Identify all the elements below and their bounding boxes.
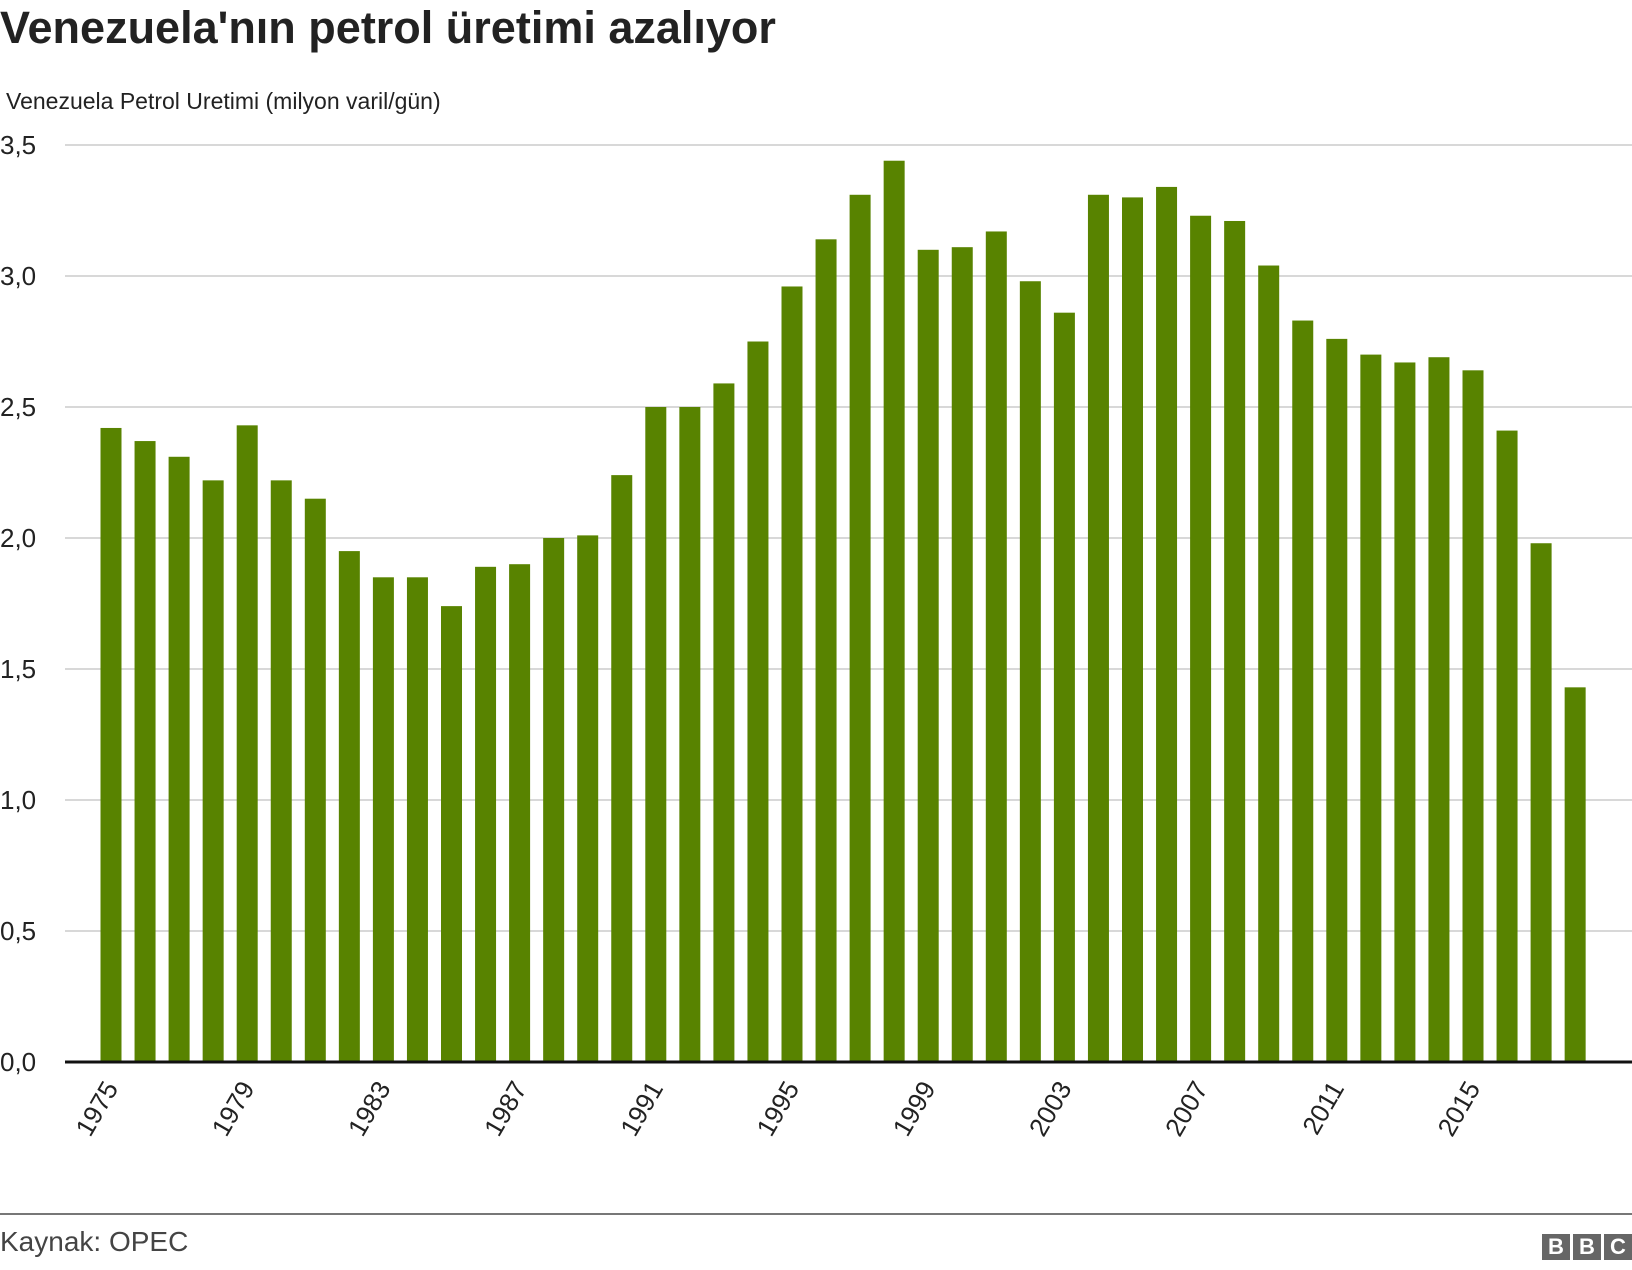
bar-2004 <box>1087 194 1109 1062</box>
bar-2014 <box>1428 357 1450 1063</box>
y-tick-label: 0,5 <box>0 916 36 946</box>
x-tick-label: 2011 <box>1296 1076 1350 1139</box>
bar-1980 <box>270 480 292 1062</box>
bar-2013 <box>1394 362 1416 1063</box>
bar-2003 <box>1053 312 1075 1062</box>
y-tick-label: 2,0 <box>0 523 36 553</box>
bar-2018 <box>1564 687 1586 1062</box>
bar-2017 <box>1530 543 1552 1062</box>
y-axis-label: Venezuela Petrol Uretimi (milyon varil/g… <box>6 88 441 114</box>
bar-2008 <box>1224 220 1246 1063</box>
bar-1985 <box>441 606 462 1062</box>
bar-2000 <box>951 247 973 1062</box>
chart-title: Venezuela'nın petrol üretimi azalıyor <box>0 2 776 53</box>
bar-1992 <box>679 407 701 1062</box>
y-tick-label: 0,0 <box>0 1047 36 1077</box>
bar-1979 <box>236 425 258 1063</box>
bar-1989 <box>577 535 599 1062</box>
bar-1993 <box>713 383 735 1062</box>
bar-1994 <box>747 341 769 1062</box>
bar-1995 <box>781 286 803 1063</box>
bar-1982 <box>338 551 360 1062</box>
bar-1975 <box>100 427 122 1063</box>
bar-1991 <box>645 407 667 1062</box>
bar-1997 <box>849 194 871 1062</box>
footer-divider <box>0 1213 1632 1215</box>
y-tick-label: 1,0 <box>0 785 36 815</box>
bar-2005 <box>1122 197 1143 1062</box>
bar-2016 <box>1496 430 1518 1063</box>
source-note: Kaynak: OPEC <box>0 1226 189 1257</box>
x-tick-label: 1999 <box>886 1076 941 1141</box>
x-tick-label: 1987 <box>478 1076 533 1141</box>
bar-2002 <box>1019 281 1041 1062</box>
bar-2006 <box>1156 186 1178 1063</box>
bar-1990 <box>611 475 633 1062</box>
bar-1984 <box>406 577 428 1062</box>
bar-2001 <box>985 231 1007 1062</box>
logo-letter: B <box>1573 1234 1601 1260</box>
bar-1977 <box>168 456 190 1062</box>
bar-2012 <box>1360 354 1382 1063</box>
bar-1988 <box>543 538 565 1062</box>
bar-2011 <box>1326 338 1348 1062</box>
x-tick-label: 2003 <box>1023 1076 1078 1141</box>
x-tick-label: 1983 <box>342 1076 397 1141</box>
bar-1998 <box>883 160 905 1063</box>
bar-1983 <box>372 577 394 1062</box>
bar-2007 <box>1190 215 1212 1063</box>
x-tick-label: 2015 <box>1431 1076 1486 1141</box>
bar-1976 <box>134 441 156 1062</box>
bar-1987 <box>509 564 531 1062</box>
x-tick-label: 1975 <box>69 1076 124 1141</box>
bar-1981 <box>304 498 326 1062</box>
bar-1996 <box>815 239 837 1062</box>
bar-2009 <box>1258 265 1280 1062</box>
y-tick-label: 3,0 <box>0 261 36 291</box>
x-tick-label: 1991 <box>614 1076 669 1141</box>
bar-chart: 0,0 0,5 1,0 1,5 2,0 2,5 3,0 3,5 1975 1979 1983 1987… <box>0 130 1632 1141</box>
bar-2010 <box>1292 320 1314 1062</box>
logo-letter: C <box>1604 1234 1632 1260</box>
x-tick-label: 1979 <box>205 1076 260 1141</box>
bar-1999 <box>917 249 939 1063</box>
logo-letter: B <box>1542 1234 1570 1260</box>
bar-2015 <box>1462 370 1484 1062</box>
y-tick-label: 3,5 <box>0 130 36 160</box>
bar-1978 <box>202 480 224 1062</box>
bbc-logo: B B C <box>1542 1234 1632 1260</box>
bar-1986 <box>475 566 497 1062</box>
y-tick-label: 1,5 <box>0 654 36 684</box>
x-tick-label: 2007 <box>1159 1076 1214 1141</box>
x-tick-label: 1995 <box>750 1076 805 1141</box>
y-tick-label: 2,5 <box>0 392 36 422</box>
